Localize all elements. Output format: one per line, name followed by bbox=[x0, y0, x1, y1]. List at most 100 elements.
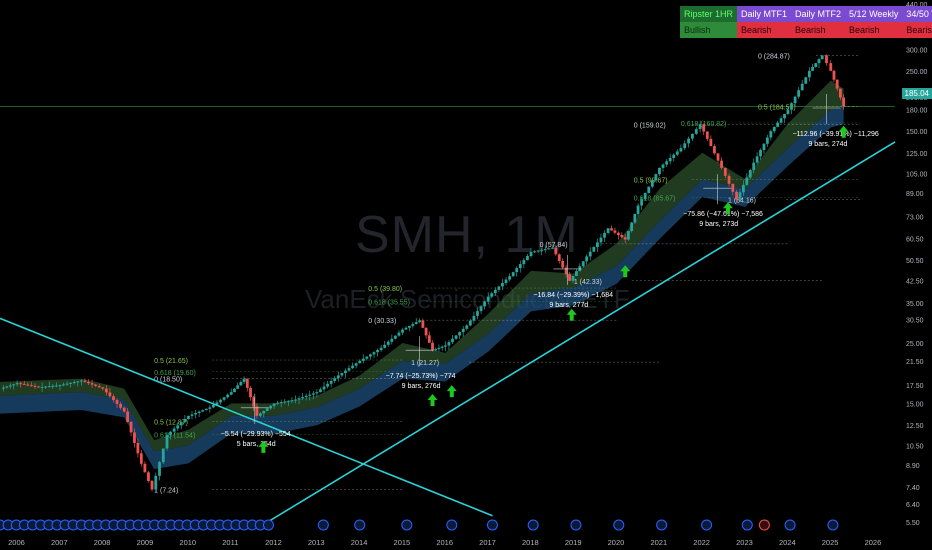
y-axis-tick-label: 150.00 bbox=[906, 129, 928, 136]
symbol-watermark: SMH, 1M bbox=[355, 206, 579, 264]
candle-body bbox=[19, 383, 23, 385]
candle-body bbox=[765, 137, 769, 144]
candle-body bbox=[37, 386, 40, 388]
candle-body bbox=[817, 59, 821, 64]
candle-body bbox=[683, 143, 687, 149]
candle-body bbox=[705, 131, 709, 139]
candle-body bbox=[661, 164, 665, 168]
candle-body bbox=[379, 347, 383, 351]
candle-body bbox=[161, 448, 165, 463]
candle-body bbox=[745, 177, 749, 185]
candle-body bbox=[126, 411, 130, 423]
candle-body bbox=[62, 384, 65, 386]
candle-body bbox=[454, 335, 458, 339]
candle-body bbox=[226, 394, 230, 398]
measure-change-label: −5.54 (−29.93%) −554 bbox=[221, 431, 291, 438]
candle-body bbox=[434, 349, 438, 351]
candle-body bbox=[179, 422, 183, 426]
candle-body bbox=[133, 432, 136, 443]
candle-body bbox=[476, 311, 479, 316]
candle-body bbox=[832, 70, 836, 80]
candle-body bbox=[536, 250, 540, 252]
candle-body bbox=[90, 383, 94, 385]
candle-body bbox=[698, 124, 702, 130]
candle-body bbox=[351, 365, 354, 369]
x-axis-tick-label: 2016 bbox=[436, 538, 453, 547]
y-axis-tick-label: 60.50 bbox=[906, 237, 924, 244]
candle-body bbox=[623, 237, 627, 240]
candle-body bbox=[543, 249, 547, 251]
y-axis-tick-label: 89.00 bbox=[906, 191, 924, 198]
candle-body bbox=[169, 431, 172, 435]
candle-body bbox=[458, 332, 462, 336]
x-axis-tick-label: 2022 bbox=[693, 538, 710, 547]
candle-body bbox=[12, 384, 16, 386]
candle-body bbox=[8, 385, 12, 387]
candle-body bbox=[668, 158, 672, 162]
candle-body bbox=[15, 383, 19, 385]
dividend-marker-icon bbox=[701, 519, 713, 531]
candle-body bbox=[315, 392, 319, 394]
fib-level-label: 0 (18.50) bbox=[154, 377, 182, 384]
mtf-value-daily2: Bearish bbox=[791, 22, 846, 38]
candle-body bbox=[322, 386, 326, 390]
x-axis-tick-label: 2024 bbox=[779, 538, 796, 547]
fib-level-label: 1 (84.16) bbox=[728, 198, 756, 205]
candle-body bbox=[297, 398, 301, 400]
fib-level-label: 1 (42.33) bbox=[574, 279, 602, 286]
candle-body bbox=[119, 403, 123, 408]
candle-body bbox=[308, 394, 312, 396]
x-axis-tick-label: 2018 bbox=[522, 538, 539, 547]
candle-body bbox=[675, 151, 679, 155]
candle-body bbox=[533, 251, 536, 253]
fib-level-label: 1 (21.27) bbox=[411, 360, 439, 367]
candle-body bbox=[720, 160, 723, 168]
dividend-marker-icon bbox=[354, 519, 366, 531]
candle-body bbox=[176, 425, 180, 429]
candle-body bbox=[245, 378, 249, 388]
candle-body bbox=[472, 315, 476, 321]
mtf-header-ripster: Ripster 1HR bbox=[680, 6, 738, 22]
x-axis-tick-label: 2013 bbox=[308, 538, 325, 547]
candle-body bbox=[229, 392, 233, 395]
candle-body bbox=[340, 373, 344, 376]
measure-change-label: −112.96 (−39.91%) −11,296 bbox=[792, 131, 878, 138]
candle-body bbox=[108, 392, 112, 397]
candle-body bbox=[630, 222, 634, 232]
candle-body bbox=[58, 385, 62, 387]
candle-body bbox=[208, 407, 212, 409]
mtf-header-row: Ripster 1HR Daily MTF1 Daily MTF2 5/12 W… bbox=[680, 6, 932, 22]
candle-body bbox=[279, 402, 283, 404]
mtf-trend-table: Ripster 1HR Daily MTF1 Daily MTF2 5/12 W… bbox=[680, 6, 932, 38]
x-axis-tick-label: 2007 bbox=[51, 538, 68, 547]
candle-body bbox=[358, 360, 362, 364]
fib-level-label: 0.5 (21.65) bbox=[154, 358, 188, 365]
candle-body bbox=[547, 248, 551, 250]
candle-body bbox=[759, 150, 762, 157]
candle-body bbox=[713, 146, 716, 154]
candle-body bbox=[748, 170, 752, 178]
candle-body bbox=[304, 395, 308, 398]
dividend-marker-icon bbox=[827, 519, 839, 531]
candle-body bbox=[554, 247, 558, 255]
x-axis-tick-label: 2017 bbox=[479, 538, 496, 547]
candle-body bbox=[104, 388, 108, 393]
x-axis-tick-label: 2021 bbox=[650, 538, 667, 547]
candle-body bbox=[376, 350, 379, 353]
y-axis-tick-label: 12.50 bbox=[906, 423, 924, 430]
candle-body bbox=[344, 370, 347, 374]
candle-body bbox=[504, 279, 508, 284]
candle-body bbox=[33, 385, 37, 387]
candle-body bbox=[776, 122, 780, 127]
candle-body bbox=[820, 55, 824, 60]
dividend-marker-icon bbox=[446, 519, 458, 531]
fib-level-label: 0.618 (11.54) bbox=[154, 432, 195, 439]
candle-body bbox=[154, 475, 158, 490]
candle-body bbox=[365, 356, 369, 359]
candle-body bbox=[347, 368, 351, 371]
buy-signal-arrow bbox=[620, 265, 631, 278]
candle-body bbox=[508, 276, 511, 280]
buy-signal-arrow bbox=[258, 440, 269, 453]
buy-signal-arrow bbox=[427, 394, 438, 407]
